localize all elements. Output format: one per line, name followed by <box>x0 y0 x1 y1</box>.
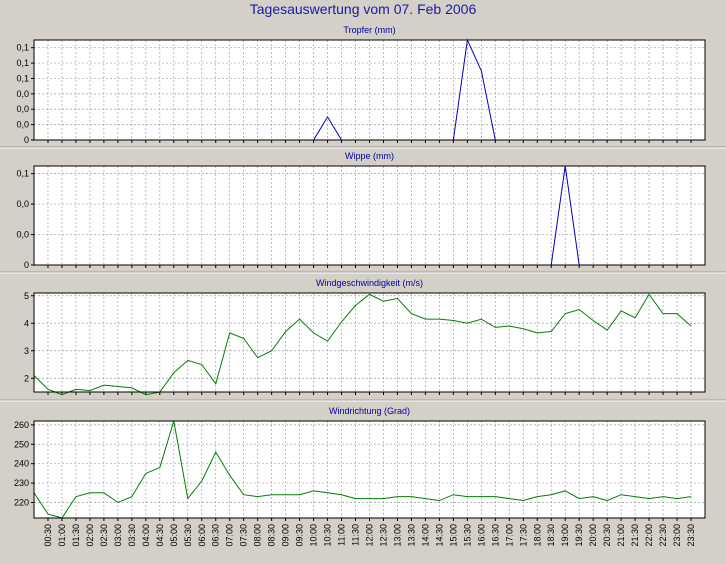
plot-frame <box>33 420 706 519</box>
x-tick-label: 12:30 <box>378 524 388 547</box>
y-tick-label: 0 <box>24 260 29 270</box>
y-tick-label: 0,1 <box>16 43 29 53</box>
x-tick-label: 11:00 <box>337 524 347 546</box>
y-tick-label: 0,1 <box>16 169 29 179</box>
plot-frame <box>33 292 706 393</box>
x-tick-label: 20:30 <box>602 524 612 547</box>
x-tick-label: 21:30 <box>630 524 640 547</box>
chart-title: Windgeschwindigkeit (m/s) <box>316 278 423 288</box>
x-tick-label: 22:00 <box>644 524 654 547</box>
y-tick-label: 0,0 <box>16 120 29 130</box>
x-tick-label: 01:30 <box>71 524 81 547</box>
plot-frame <box>33 165 706 266</box>
y-tick-label: 0,1 <box>16 58 29 68</box>
x-tick-label: 16:00 <box>476 524 486 547</box>
x-tick-label: 12:00 <box>365 524 375 547</box>
x-tick-label: 11:30 <box>351 524 361 546</box>
y-tick-label: 220 <box>14 497 29 507</box>
x-tick-label: 07:00 <box>225 524 235 547</box>
y-tick-label: 0,0 <box>16 199 29 209</box>
y-tick-label: 0,1 <box>16 73 29 83</box>
x-tick-label: 21:00 <box>616 524 626 547</box>
chart-panel-2: Wippe (mm) 0 0,0 0,0 0,1 <box>16 151 706 270</box>
y-tick-label: 250 <box>14 439 29 449</box>
x-tick-label: 13:00 <box>392 524 402 547</box>
x-tick-label: 09:30 <box>295 524 305 547</box>
series-line <box>33 293 692 396</box>
x-tick-label: 09:00 <box>281 524 291 547</box>
y-tick-label: 3 <box>24 346 29 356</box>
x-axis-labels: 00:30 01:00 01:30 02:00 02:30 03:00 03:30 04:00… <box>43 524 696 547</box>
chart-panel-4: Windrichtung (Grad) 220 230 240 250 260 <box>14 406 706 521</box>
x-tick-label: 19:30 <box>574 524 584 547</box>
chart-title: Tropfer (mm) <box>343 25 395 35</box>
y-tick-label: 5 <box>24 291 29 301</box>
chart-title: Wippe (mm) <box>345 151 394 161</box>
x-tick-label: 03:30 <box>127 524 137 547</box>
x-tick-label: 23:00 <box>672 524 682 547</box>
chart-panel-1: Tropfer (mm) 0 0,0 0,0 0,0 0,1 0,1 0,1 <box>16 25 706 145</box>
y-tick-label: 260 <box>14 420 29 430</box>
x-tick-label: 05:00 <box>169 524 179 547</box>
x-tick-label: 22:30 <box>658 524 668 547</box>
x-tick-label: 06:00 <box>197 524 207 547</box>
x-tick-label: 17:30 <box>518 524 528 547</box>
series-line <box>33 420 692 519</box>
x-tick-label: 03:00 <box>113 524 123 547</box>
x-tick-label: 10:30 <box>323 524 333 547</box>
x-tick-label: 20:00 <box>588 524 598 547</box>
chart-title: Windrichtung (Grad) <box>329 406 410 416</box>
x-tick-label: 19:00 <box>560 524 570 547</box>
page-title: Tagesauswertung vom 07. Feb 2006 <box>249 1 477 17</box>
x-tick-label: 17:00 <box>504 524 514 547</box>
chart-panel-3: Windgeschwindigkeit (m/s) 2 3 4 5 <box>24 278 706 396</box>
x-tick-label: 15:00 <box>448 524 458 547</box>
x-tick-label: 18:30 <box>546 524 556 547</box>
x-tick-label: 14:00 <box>420 524 430 547</box>
y-tick-label: 0,0 <box>16 230 29 240</box>
x-tick-label: 06:30 <box>211 524 221 547</box>
x-tick-label: 02:00 <box>85 524 95 547</box>
x-tick-label: 16:30 <box>490 524 500 547</box>
y-tick-label: 0,0 <box>16 89 29 99</box>
x-tick-label: 04:00 <box>141 524 151 547</box>
x-tick-label: 05:30 <box>183 524 193 547</box>
x-tick-label: 00:30 <box>43 524 53 547</box>
x-tick-label: 18:00 <box>532 524 542 547</box>
y-tick-label: 2 <box>24 373 29 383</box>
x-tick-label: 08:30 <box>267 524 277 547</box>
y-tick-label: 0 <box>24 135 29 145</box>
x-tick-label: 01:00 <box>57 524 67 547</box>
x-tick-label: 13:30 <box>406 524 416 547</box>
x-tick-label: 14:30 <box>434 524 444 547</box>
x-tick-label: 10:00 <box>309 524 319 547</box>
y-tick-label: 230 <box>14 478 29 488</box>
x-tick-label: 15:30 <box>462 524 472 547</box>
y-tick-label: 4 <box>24 318 29 328</box>
x-tick-label: 08:00 <box>253 524 263 547</box>
plot-frame <box>33 39 706 141</box>
x-tick-label: 02:30 <box>99 524 109 547</box>
x-tick-label: 07:30 <box>239 524 249 547</box>
x-tick-label: 04:30 <box>155 524 165 547</box>
x-tick-label: 23:30 <box>686 524 696 547</box>
y-tick-label: 240 <box>14 459 29 469</box>
y-tick-label: 0,0 <box>16 104 29 114</box>
